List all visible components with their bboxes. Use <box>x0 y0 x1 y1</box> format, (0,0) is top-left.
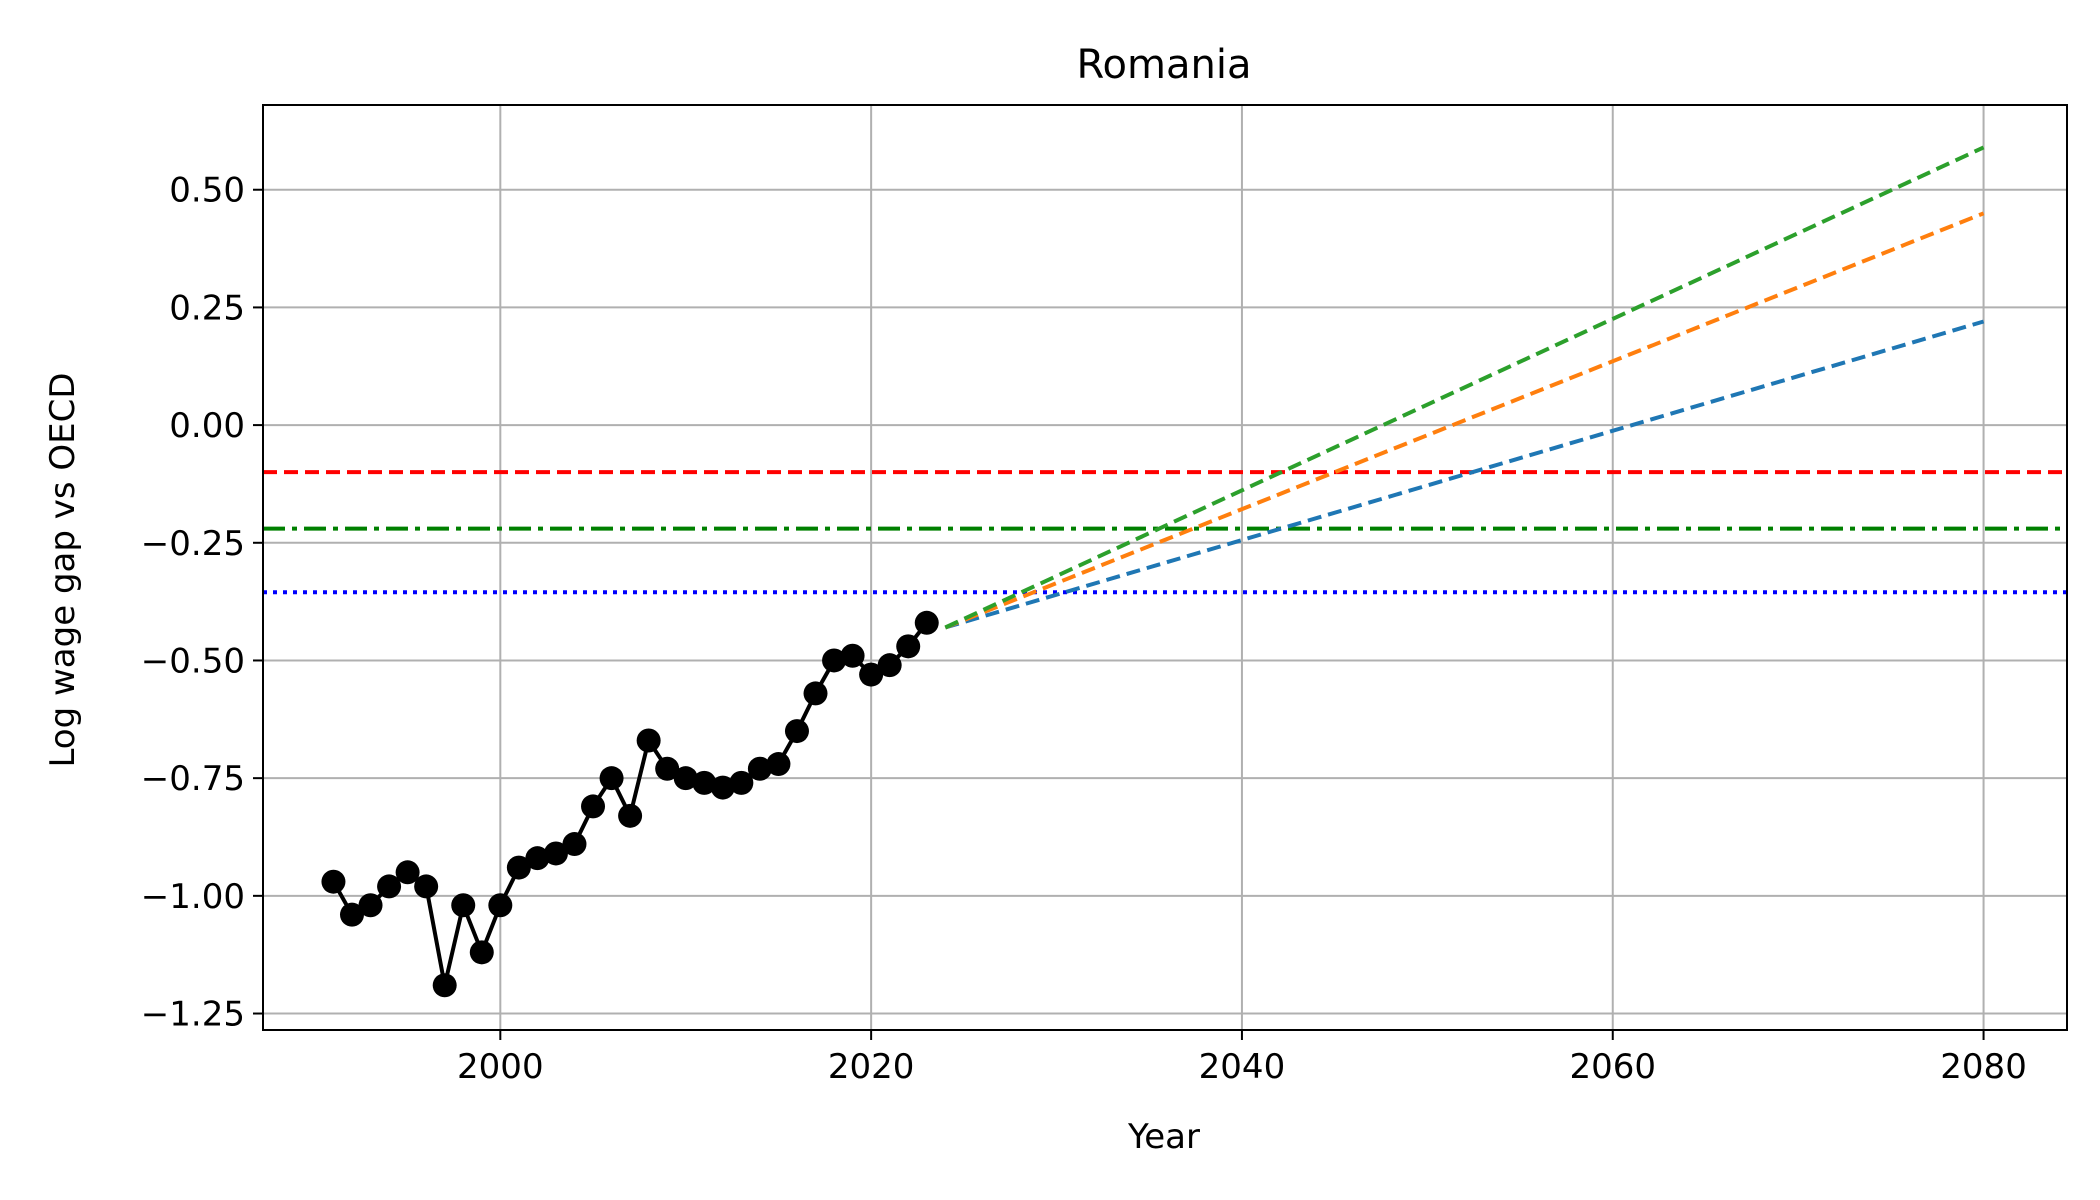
y-tick-label: −0.75 <box>141 759 245 799</box>
y-tick-label: −1.25 <box>141 995 245 1035</box>
data-point <box>469 940 494 965</box>
grid <box>263 105 2067 1030</box>
data-point <box>636 728 661 753</box>
axis-ticks: 2000 2020 2040 2060 2080 −1.25 −1.00 −0.75 −0.50… <box>141 171 2027 1087</box>
data-point <box>599 766 624 791</box>
data-point <box>784 719 809 744</box>
data-point <box>451 893 476 918</box>
data-point <box>877 653 902 678</box>
data-point <box>562 832 587 857</box>
x-tick-label: 2040 <box>1199 1047 1286 1087</box>
y-tick-label: −0.25 <box>141 524 245 564</box>
y-tick-label: 0.50 <box>169 171 245 211</box>
data-point <box>414 874 439 899</box>
data-point <box>395 860 420 885</box>
data-point <box>488 893 513 918</box>
y-tick-label: 0.25 <box>169 288 245 328</box>
data-point <box>840 643 865 668</box>
data-point <box>859 662 884 687</box>
data-point <box>655 756 680 781</box>
projection-line <box>944 319 1985 630</box>
x-tick-label: 2020 <box>828 1047 915 1087</box>
y-tick-label: −1.00 <box>141 877 245 917</box>
x-tick-label: 2080 <box>1940 1047 2027 1087</box>
data-point <box>543 841 568 866</box>
data-point <box>525 846 550 871</box>
data-point <box>914 610 939 635</box>
chart-title: Romania <box>1077 42 1252 88</box>
data-point <box>766 752 791 777</box>
data-point <box>581 794 606 819</box>
y-tick-label: −0.50 <box>141 641 245 681</box>
data-point <box>692 770 717 795</box>
projection-line <box>944 211 1985 630</box>
y-axis-label: Log wage gap vs OECD <box>43 372 83 767</box>
plot-area <box>263 145 2067 998</box>
y-tick-label: 0.00 <box>169 406 245 446</box>
data-point <box>729 770 754 795</box>
x-tick-label: 2000 <box>457 1047 544 1087</box>
data-point <box>506 855 531 880</box>
projection-line <box>944 145 1985 630</box>
axes-frame <box>262 104 2068 1031</box>
data-point <box>673 766 698 791</box>
data-point <box>377 874 402 899</box>
data-point <box>822 648 847 673</box>
data-point <box>747 756 772 781</box>
data-point <box>618 803 643 828</box>
data-point <box>432 973 457 998</box>
data-point <box>803 681 828 706</box>
data-point <box>339 902 364 927</box>
data-point <box>710 775 735 800</box>
x-axis-label: Year <box>1127 1117 1200 1157</box>
data-point <box>321 869 346 894</box>
x-tick-label: 2060 <box>1569 1047 1656 1087</box>
data-point <box>896 634 921 659</box>
data-point <box>358 893 383 918</box>
